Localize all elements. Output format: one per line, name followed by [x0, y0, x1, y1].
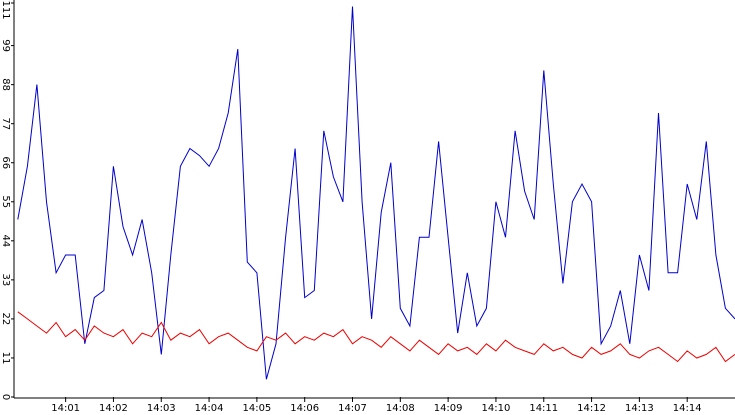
y-tick-label: 22 [0, 313, 11, 326]
x-tick-label: 14:10 [482, 403, 511, 414]
y-tick-label: 0 [0, 394, 11, 400]
x-tick-label: 14:08 [386, 403, 415, 414]
y-tick-label: 77 [0, 117, 11, 130]
x-tick-label: 14:01 [51, 403, 80, 414]
x-tick-label: 14:11 [529, 403, 558, 414]
y-tick-label: 11 [0, 352, 11, 365]
x-tick-label: 14:06 [290, 403, 319, 414]
series-line [17, 6, 735, 380]
x-tick-label: 14:14 [673, 403, 702, 414]
x-tick-label: 14:05 [242, 403, 271, 414]
y-tick-label: 99 [0, 39, 11, 52]
y-tick-label: 44 [0, 234, 11, 247]
x-tick-label: 14:03 [147, 403, 176, 414]
y-tick-label: 55 [0, 195, 11, 208]
series-line [17, 311, 735, 363]
x-tick-label: 14:09 [434, 403, 463, 414]
x-tick-label: 14:12 [577, 403, 606, 414]
y-tick-label: 33 [0, 273, 11, 286]
x-tick-label: 14:04 [195, 403, 224, 414]
x-tick-label: 14:07 [338, 403, 367, 414]
x-tick-label: 14:02 [99, 403, 128, 414]
x-tick-label: 14:13 [625, 403, 654, 414]
y-tick-label: 88 [0, 78, 11, 91]
y-tick-label: 66 [0, 156, 11, 169]
y-tick-label: 111 [0, 0, 11, 19]
